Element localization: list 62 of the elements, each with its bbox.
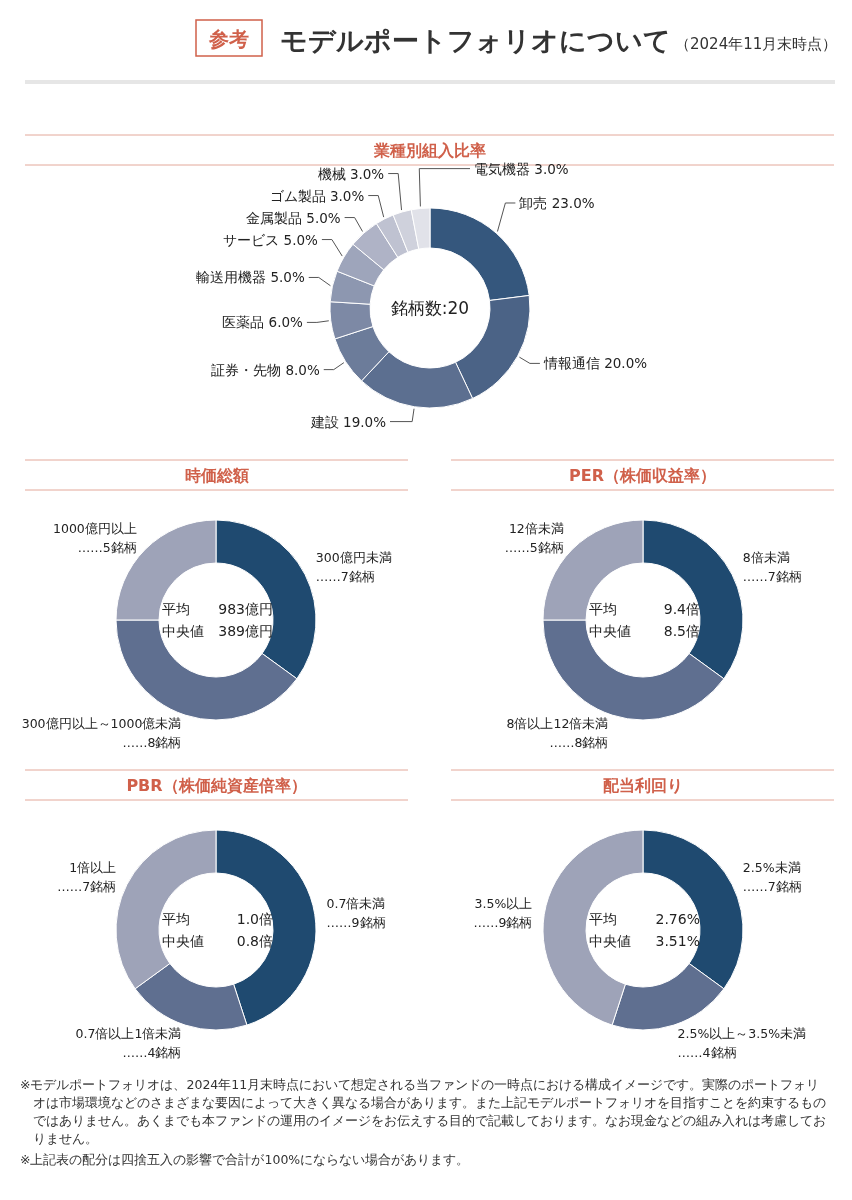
data-label: ……7銘柄 xyxy=(315,569,375,585)
slice-label: 証券・先物 8.0% xyxy=(211,361,320,378)
slice-label: 医薬品 6.0% xyxy=(222,314,304,331)
data-label: ……9銘柄 xyxy=(473,914,533,930)
data-label: ……7銘柄 xyxy=(742,569,802,585)
chart-title: 時価総額 xyxy=(184,466,249,485)
data-label: ……5銘柄 xyxy=(77,539,137,555)
data-label: ……8銘柄 xyxy=(122,735,182,751)
text: 平均 xyxy=(589,601,617,617)
text: 3.51% xyxy=(655,933,700,949)
slice-label: 輸送用機器 5.0% xyxy=(196,269,305,286)
data-label: ……7銘柄 xyxy=(57,879,117,895)
chart-title: PBR（株価純資産倍率） xyxy=(126,776,307,795)
data-label: ……9銘柄 xyxy=(326,914,386,930)
slice-label: 8倍未満 xyxy=(742,550,790,566)
slice-label: 300億円未満 xyxy=(315,550,392,566)
text: 389億円 xyxy=(218,623,273,639)
data-label: ……7銘柄 xyxy=(742,879,802,895)
slice-label: 機械 3.0% xyxy=(317,165,385,182)
slice-label: 8倍以上12倍未満 xyxy=(506,716,609,732)
chart-title: PER（株価収益率） xyxy=(569,466,716,485)
slice-label: 情報通信 20.0% xyxy=(542,355,648,372)
slice-label: 卸売 23.0% xyxy=(519,194,595,211)
text: （2024年11月末時点） xyxy=(675,35,838,53)
text: 8.5倍 xyxy=(663,623,700,639)
text: 2.76% xyxy=(655,911,700,927)
text: 中央値 xyxy=(589,933,631,949)
text: モデルポートフォリオについて xyxy=(280,25,671,56)
text: 銘柄数:20 xyxy=(390,298,470,318)
chart-title: 配当利回り xyxy=(602,776,683,795)
slice-label: ゴム製品 3.0% xyxy=(269,187,365,204)
slice-label: 0.7倍未満 xyxy=(326,895,386,911)
text: 平均 xyxy=(589,911,617,927)
text: 平均 xyxy=(162,911,190,927)
slice-label: 2.5%未満 xyxy=(742,860,801,876)
text: 9.4倍 xyxy=(663,601,700,617)
slice-label: 1倍以上 xyxy=(69,860,117,876)
text: 中央値 xyxy=(162,623,204,639)
slice-label: 1000億円以上 xyxy=(52,520,137,536)
text: 平均 xyxy=(162,601,190,617)
slice-label: 300億円以上～1000億未満 xyxy=(21,716,182,732)
slice-label: 金属製品 5.0% xyxy=(246,209,341,226)
slice-label: 12倍未満 xyxy=(508,520,564,536)
slice-label: 電気機器 3.0% xyxy=(474,160,569,177)
slice-label: 0.7倍以上1倍未満 xyxy=(75,1026,182,1042)
slice-label: 3.5%以上 xyxy=(474,895,533,911)
text: 中央値 xyxy=(589,623,631,639)
data-label: ……5銘柄 xyxy=(504,539,564,555)
chart-title: 業種別組入比率 xyxy=(372,141,486,160)
text: 983億円 xyxy=(218,601,273,617)
text: 1.0倍 xyxy=(236,911,273,927)
text: 参考 xyxy=(208,27,249,51)
slice-label: 2.5%以上～3.5%未満 xyxy=(677,1026,807,1042)
data-label: ……4銘柄 xyxy=(677,1045,737,1061)
text: 中央値 xyxy=(162,933,204,949)
slice-label: サービス 5.0% xyxy=(223,231,319,248)
text: ※モデルポートフォリオは、2024年11月末時点において想定される当ファンドの一時点における構成イメージです。実際のポートフォリオは市場環境などのさまざまな要因によって大きく異なる場合があります。また上記モデルポートフォリオを目指すことを約束するものではありません。あくまでも本ファンドの運用のイメージをお伝えする目的で記載しております。なお現金などの組み入れは考慮しておりません。 xyxy=(20,1076,827,1149)
slice-label: 建設 19.0% xyxy=(309,413,387,430)
text: 0.8倍 xyxy=(236,933,273,949)
text: ※上記表の配分は四捨五入の影響で合計が100%にならない場合があります。 xyxy=(20,1150,471,1169)
data-label: ……8銘柄 xyxy=(549,735,609,751)
data-label: ……4銘柄 xyxy=(122,1045,182,1061)
